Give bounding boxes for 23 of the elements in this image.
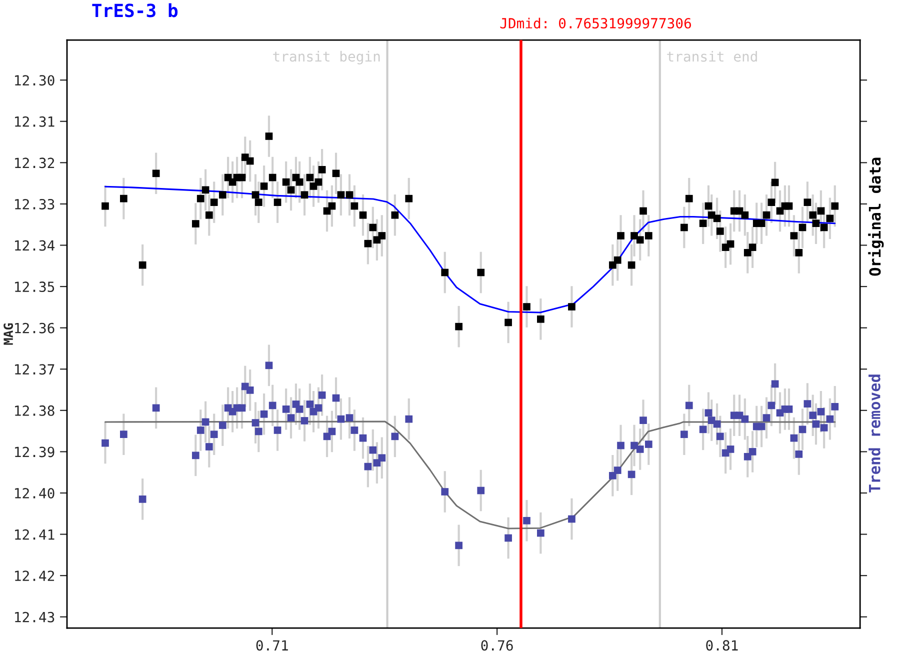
text: Trend removed (868, 374, 880, 492)
y-tick-label: 12.39 (15, 446, 54, 458)
y-tick-label: 12.42 (15, 570, 54, 581)
y-tick-label: 12.35 (15, 282, 54, 292)
y-tick-label: 12.37 (15, 364, 54, 375)
y-tick-label: 12.36 (15, 322, 54, 334)
y-axis-title: MAG (4, 323, 14, 345)
x-tick-label: 0.76 (481, 640, 513, 651)
text: Original data (868, 158, 884, 276)
y-tick-label: 12.31 (15, 116, 54, 127)
y-tick-label: 12.30 (15, 75, 54, 86)
x-tick-label: 0.71 (256, 640, 288, 651)
ref-line-label: JDmid: 0.76531999977306 (500, 18, 691, 29)
y-tick-label: 12.41 (15, 529, 54, 540)
x-tick-label: 0.81 (706, 640, 738, 651)
line-series (104, 186, 836, 314)
chart-title: TrES-3 b (92, 3, 178, 18)
y-tick-label: 12.38 (15, 405, 54, 416)
y-tick-label: 12.34 (15, 240, 55, 251)
y-tick-label: 12.32 (15, 158, 54, 168)
y-tick-label: 12.43 (15, 612, 54, 622)
y-tick-label: 12.33 (15, 198, 54, 210)
y-tick-label: 12.40 (15, 488, 54, 498)
